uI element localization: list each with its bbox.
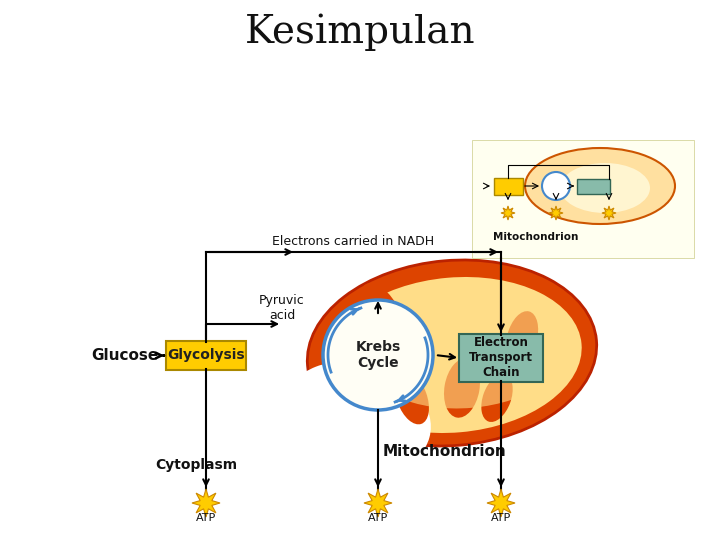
Text: Pyruvic
acid: Pyruvic acid <box>259 294 305 322</box>
Ellipse shape <box>283 361 431 475</box>
FancyBboxPatch shape <box>472 140 694 258</box>
Ellipse shape <box>359 283 405 353</box>
FancyBboxPatch shape <box>577 179 610 193</box>
Text: Cytoplasm: Cytoplasm <box>155 458 237 472</box>
FancyBboxPatch shape <box>166 341 246 370</box>
Polygon shape <box>549 206 563 220</box>
FancyBboxPatch shape <box>459 334 543 382</box>
Text: ATP: ATP <box>196 513 216 523</box>
Text: Mitochondrion: Mitochondrion <box>383 444 507 460</box>
Text: Glucose: Glucose <box>91 348 159 363</box>
Text: ATP: ATP <box>368 513 388 523</box>
Polygon shape <box>501 206 515 220</box>
Ellipse shape <box>444 359 480 418</box>
Ellipse shape <box>506 311 538 365</box>
Text: Mitochondrion: Mitochondrion <box>493 232 579 242</box>
Text: Krebs
Cycle: Krebs Cycle <box>356 340 400 370</box>
Polygon shape <box>192 489 220 517</box>
Ellipse shape <box>560 163 650 213</box>
Ellipse shape <box>326 277 582 433</box>
Polygon shape <box>487 489 515 517</box>
Text: Kesimpulan: Kesimpulan <box>245 14 475 51</box>
Circle shape <box>323 300 433 410</box>
Text: Electrons carried in NADH: Electrons carried in NADH <box>272 235 435 248</box>
FancyBboxPatch shape <box>493 178 523 194</box>
Ellipse shape <box>395 372 429 424</box>
Text: Glycolysis: Glycolysis <box>167 348 245 362</box>
Text: Electron
Transport
Chain: Electron Transport Chain <box>469 336 533 380</box>
Circle shape <box>542 172 570 200</box>
Ellipse shape <box>481 374 513 422</box>
Ellipse shape <box>362 287 572 408</box>
Ellipse shape <box>307 260 597 446</box>
Text: ATP: ATP <box>491 513 511 523</box>
Polygon shape <box>364 489 392 517</box>
Polygon shape <box>602 206 616 220</box>
Ellipse shape <box>525 148 675 224</box>
